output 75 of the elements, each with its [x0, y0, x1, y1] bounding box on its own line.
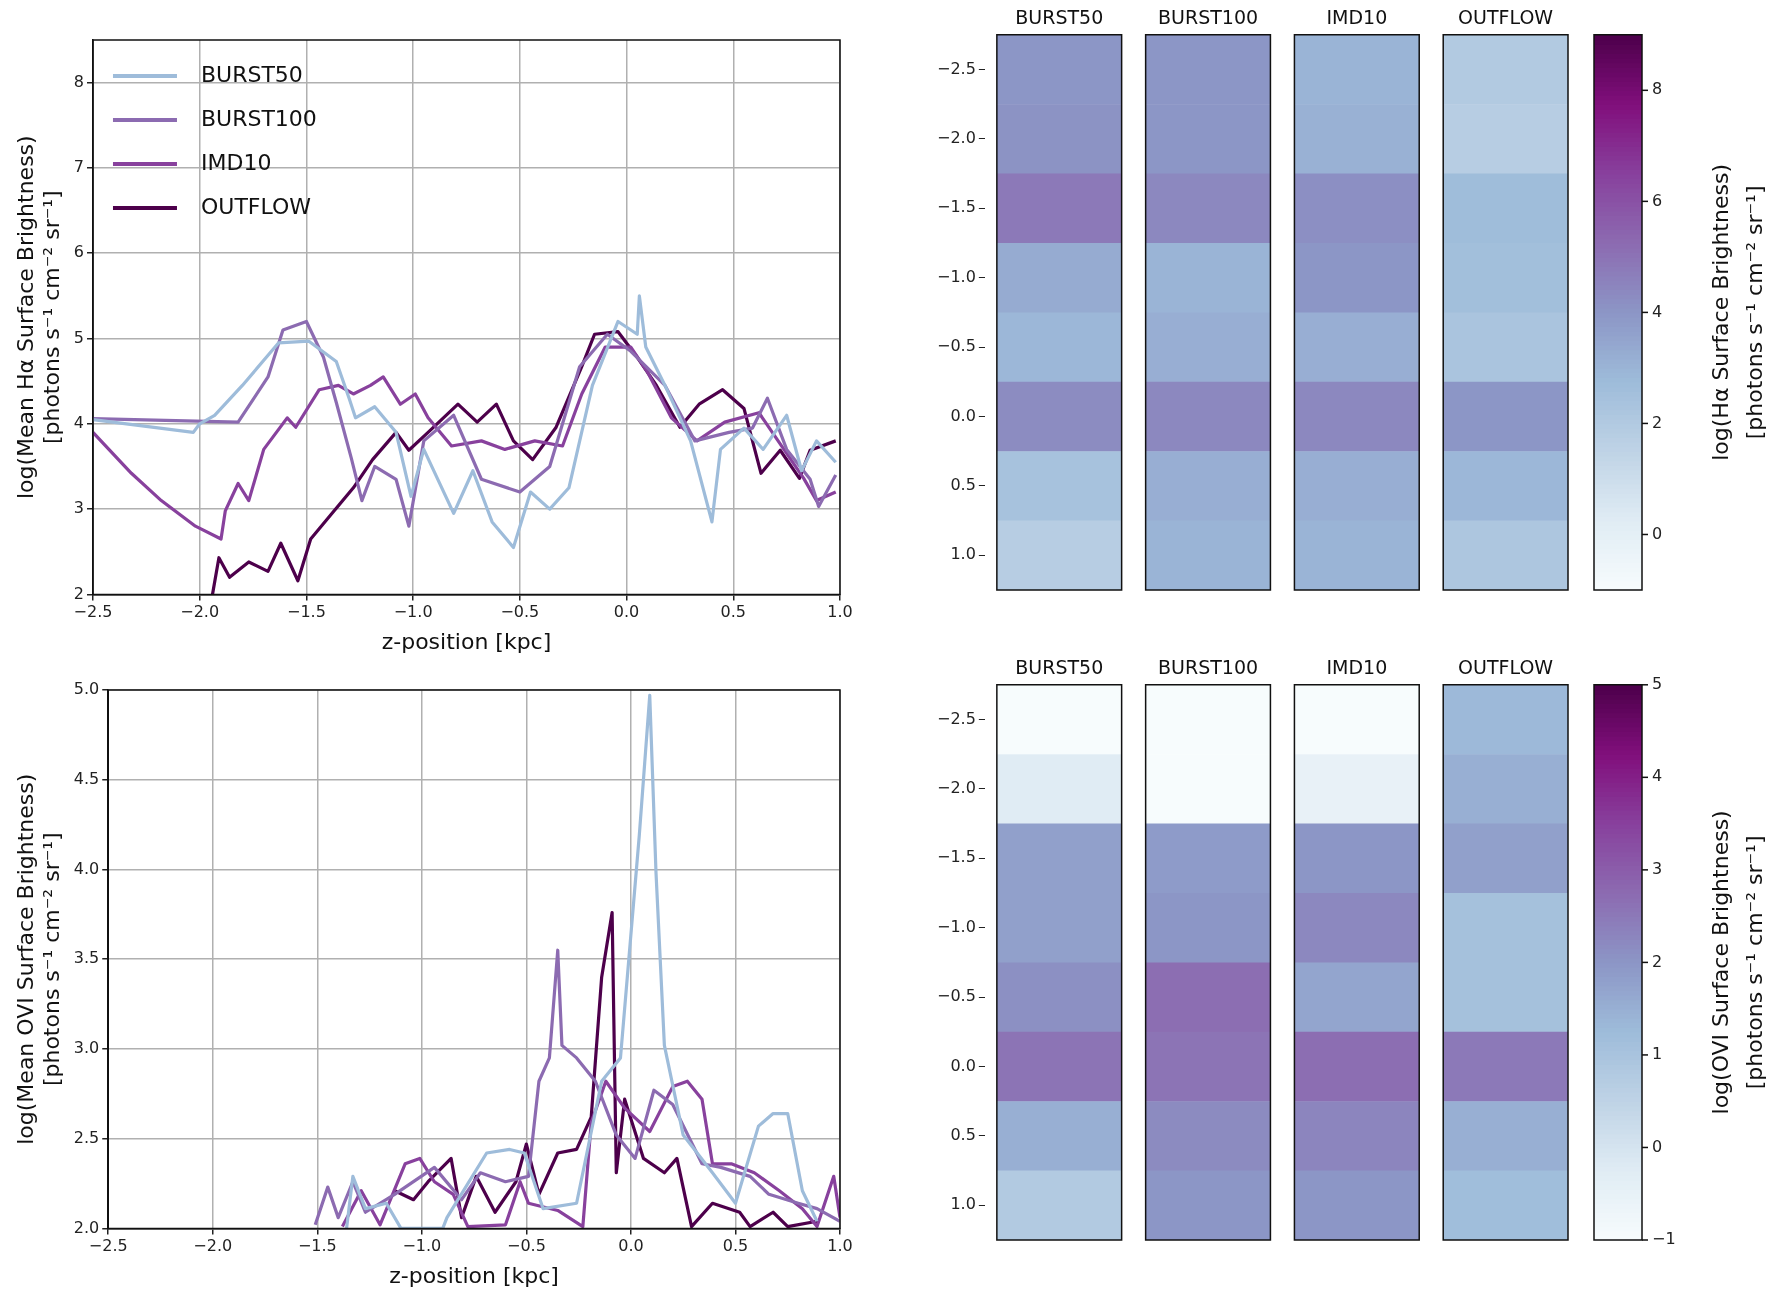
- y-axis-title: log(Mean OVI Surface Brightness) [photons s⁻¹ cm⁻² sr⁻¹]: [12, 773, 65, 1145]
- y-tick-label: −0.5: [936, 336, 976, 356]
- y-tick-label: 4.0: [73, 858, 100, 878]
- y-tick-label: −1.0: [936, 916, 976, 936]
- color-bar-label: 2: [1652, 412, 1663, 432]
- y-tick-label: 5: [73, 327, 84, 347]
- y-tick-label: 0.0: [950, 1055, 976, 1075]
- x-tick-label: BURST50: [1015, 656, 1104, 679]
- x-tick-label: −2.0: [180, 602, 220, 622]
- y-tick-label: 2: [73, 583, 84, 603]
- x-tick-label: −2.5: [88, 1236, 128, 1256]
- y-tick-label: −2.0: [936, 128, 976, 148]
- color-bar-label: 0: [1652, 1136, 1663, 1156]
- color-bar-label: −1: [1652, 1229, 1676, 1249]
- color-bar-label: 0: [1652, 523, 1663, 543]
- y-tick-label: 0.5: [950, 475, 976, 495]
- color-bar-label: 8: [1652, 79, 1663, 99]
- color-bar-label: 4: [1652, 766, 1663, 786]
- y-axis-title: log(Mean Hα Surface Brightness) [photons s⁻¹ cm⁻² sr⁻¹]: [12, 135, 65, 500]
- x-axis-title: z-position [kpc]: [381, 628, 552, 654]
- x-tick-label: −1.0: [393, 602, 433, 622]
- x-tick-label: −0.5: [500, 602, 540, 622]
- y-tick-label: 4.5: [73, 768, 100, 788]
- y-tick-label: 8: [73, 71, 84, 91]
- color-bar-title: log(Hα Surface Brightness) [photons s⁻¹ cm⁻² sr⁻¹]: [1707, 164, 1767, 461]
- y-tick-label: 0.0: [950, 405, 976, 425]
- x-tick-label: IMD10: [1326, 656, 1388, 679]
- x-tick-label: 0.0: [618, 1236, 644, 1256]
- y-tick-label: 3.0: [73, 1038, 100, 1058]
- x-tick-label: 0.5: [722, 1236, 749, 1256]
- y-tick-label: 3.5: [73, 948, 100, 968]
- y-tick-label: 2.5: [73, 1127, 100, 1147]
- x-tick-label: −1.5: [286, 602, 326, 622]
- x-tick-label: −1.5: [297, 1236, 337, 1256]
- legend-label: OUTFLOW: [200, 193, 312, 219]
- y-tick-label: 1.0: [950, 1194, 976, 1214]
- color-bar-label: 5: [1652, 673, 1663, 693]
- legend-label: BURST100: [200, 105, 317, 131]
- y-tick-label: 7: [73, 157, 84, 177]
- x-tick-label: 1.0: [827, 602, 853, 622]
- x-tick-label: BURST100: [1157, 656, 1259, 679]
- y-tick-label: −2.5: [936, 58, 976, 78]
- x-tick-label: IMD10: [1326, 6, 1388, 29]
- x-tick-label: OUTFLOW: [1458, 6, 1554, 29]
- color-bar-label: 2: [1652, 951, 1663, 971]
- x-tick-label: BURST100: [1157, 6, 1259, 29]
- x-tick-label: OUTFLOW: [1458, 656, 1554, 679]
- y-tick-label: 1.0: [950, 544, 976, 564]
- legend-label: BURST50: [200, 61, 303, 87]
- y-tick-label: −0.5: [936, 986, 976, 1006]
- y-tick-label: 5.0: [73, 679, 100, 699]
- legend-label: IMD10: [200, 149, 272, 175]
- x-tick-label: −1.0: [402, 1236, 442, 1256]
- color-bar-label: 1: [1652, 1044, 1663, 1064]
- y-tick-label: 3: [73, 498, 84, 518]
- y-tick-label: −2.5: [936, 708, 976, 728]
- color-bar-label: 4: [1652, 301, 1663, 321]
- y-tick-label: 2.0: [73, 1217, 100, 1237]
- x-tick-label: BURST50: [1015, 6, 1104, 29]
- y-tick-label: −1.0: [936, 266, 976, 286]
- y-tick-label: 6: [73, 242, 84, 262]
- color-bar-label: 6: [1652, 190, 1663, 210]
- x-tick-label: 0.5: [720, 602, 747, 622]
- y-tick-label: −1.5: [936, 197, 976, 217]
- x-tick-label: 1.0: [827, 1236, 853, 1256]
- y-tick-label: −2.0: [936, 778, 976, 798]
- y-tick-label: −1.5: [936, 847, 976, 867]
- color-bar-label: 3: [1652, 859, 1663, 879]
- y-tick-label: 4: [73, 412, 84, 432]
- y-tick-label: 0.5: [950, 1125, 976, 1145]
- x-tick-label: 0.0: [613, 602, 640, 622]
- x-tick-label: −2.0: [193, 1236, 233, 1256]
- x-tick-label: −0.5: [506, 1236, 546, 1256]
- color-bar-title: log(OVI Surface Brightness) [photons s⁻¹ cm⁻² sr⁻¹]: [1707, 810, 1767, 1115]
- x-axis-title: z-position [kpc]: [389, 1262, 559, 1288]
